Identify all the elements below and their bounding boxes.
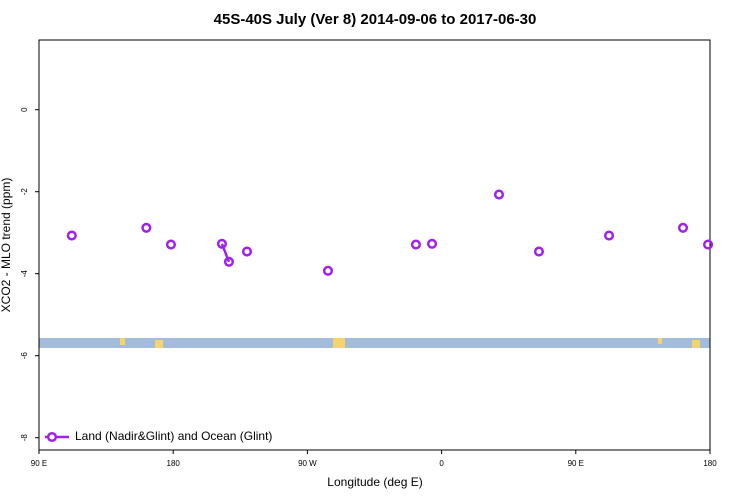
point (604, 230, 615, 241)
point (677, 222, 689, 233)
x-tick-label: 90 E (568, 459, 584, 468)
y-tick-label: -4 (20, 270, 29, 278)
y-tick-label: -6 (20, 352, 29, 360)
y-axis-label: XCO2 - MLO trend (ppm) (0, 178, 13, 313)
x-tick-label: 180 (703, 459, 717, 468)
x-tick-label: 90 E (31, 459, 47, 468)
point (241, 246, 253, 257)
point (533, 246, 545, 257)
y-tick-label: 0 (20, 107, 29, 112)
point (216, 238, 228, 249)
point (66, 230, 77, 241)
x-tick-label: 0 (439, 459, 444, 468)
x-axis-label: Longitude (deg E) (327, 475, 422, 489)
point (703, 239, 714, 250)
legend-marker (46, 431, 58, 443)
point (223, 256, 235, 267)
point (141, 222, 152, 233)
x-tick-label: 180 (167, 459, 181, 468)
chart-title: 45S-40S July (Ver 8) 2014-09-06 to 2017-… (214, 11, 537, 28)
point (493, 189, 505, 200)
point (427, 238, 438, 249)
y-tick-label: -8 (20, 434, 29, 442)
land-ocean-strip (39, 338, 710, 348)
plot-frame (38, 39, 711, 451)
y-tick-label: -2 (20, 188, 29, 196)
point (410, 239, 422, 250)
x-tick-label: 90 W (298, 459, 317, 468)
legend-label: Land (Nadir&Glint) and Ocean (Glint) (75, 429, 272, 443)
point (322, 265, 334, 276)
point (165, 239, 177, 250)
